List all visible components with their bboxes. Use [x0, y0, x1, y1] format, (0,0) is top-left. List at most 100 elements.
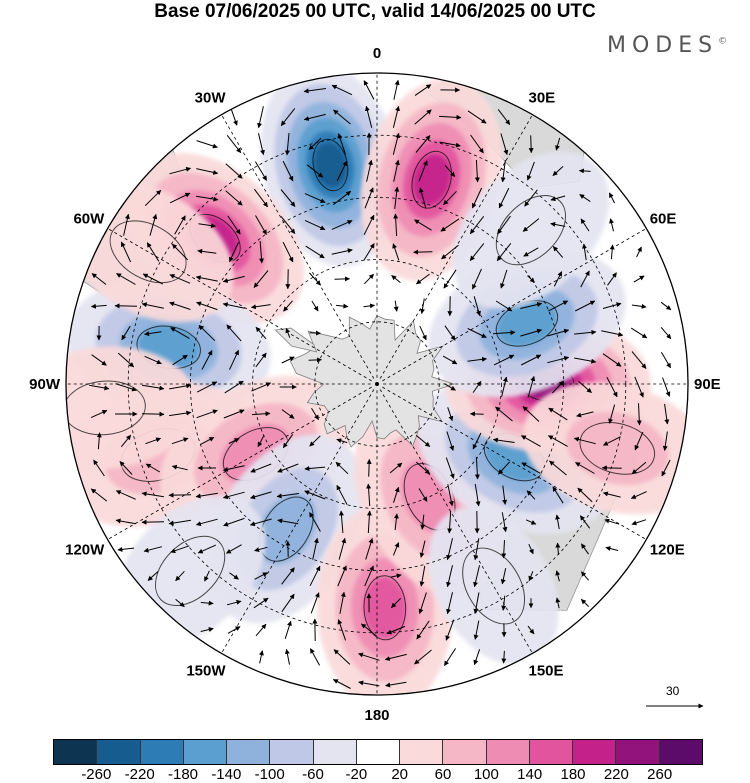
colorbar-swatch	[443, 740, 487, 764]
wind-vector	[631, 303, 647, 309]
wind-vector	[145, 437, 162, 445]
wind-vector	[609, 244, 615, 260]
longitude-label: 90W	[29, 376, 61, 393]
wind-vector	[339, 591, 346, 614]
wind-vector	[520, 328, 543, 337]
wind-vector	[253, 597, 269, 609]
wind-vector	[337, 133, 346, 155]
wind-vector	[419, 540, 426, 558]
south-pole-marker	[375, 382, 379, 386]
wind-vector	[366, 483, 372, 507]
longitude-label: 120E	[650, 542, 685, 559]
wind-vector	[223, 517, 245, 527]
wind-vector	[332, 679, 351, 689]
wind-vector	[196, 140, 218, 149]
wind-vector	[115, 490, 136, 500]
colorbar-swatch	[616, 740, 660, 764]
wind-vector	[523, 247, 539, 257]
meridian	[382, 225, 652, 382]
wind-vector	[310, 592, 320, 614]
wind-vector	[634, 376, 644, 398]
wind-vector	[552, 246, 564, 258]
wind-vector	[169, 166, 192, 175]
wind-vector	[338, 537, 347, 560]
wind-vector	[548, 300, 569, 312]
wind-vector	[144, 355, 162, 365]
wind-vector	[223, 409, 245, 419]
wind-vector	[200, 600, 214, 606]
colorbar-swatch	[400, 740, 444, 764]
wind-vector	[631, 519, 647, 526]
wind-vector	[527, 625, 535, 635]
wind-vector	[169, 192, 191, 204]
wind-vector	[144, 189, 162, 207]
wind-vector	[258, 650, 264, 664]
wind-vector	[196, 195, 219, 202]
wind-vector	[331, 220, 353, 230]
wind-vector	[416, 620, 430, 640]
wind-vector	[392, 132, 401, 155]
wind-vector	[495, 300, 513, 312]
wind-vector	[520, 354, 542, 366]
wind-vector	[633, 275, 645, 283]
colorbar-swatch	[486, 740, 530, 764]
wind-vector	[601, 330, 624, 337]
wind-vector	[447, 510, 453, 534]
wind-vector	[602, 302, 622, 309]
wind-vector	[418, 592, 427, 614]
wind-vector	[308, 138, 322, 150]
meridian	[102, 386, 372, 543]
wind-vector	[500, 133, 509, 156]
wind-vector	[115, 518, 136, 525]
wind-vector	[363, 303, 375, 309]
meridian	[218, 109, 375, 379]
meridian	[218, 389, 375, 659]
wind-vector	[474, 159, 480, 183]
wind-vector	[662, 431, 668, 451]
wind-vector	[608, 404, 616, 424]
wind-vector	[574, 329, 597, 335]
wind-vector	[338, 510, 344, 534]
meridian	[102, 225, 372, 382]
colorbar-tick-label: -20	[345, 766, 368, 783]
wind-vector	[438, 114, 462, 120]
wind-vector	[414, 219, 432, 231]
colorbar-swatch	[140, 740, 184, 764]
wind-vector	[366, 510, 372, 534]
wind-vector	[634, 431, 644, 451]
wind-vector	[472, 380, 482, 393]
wind-vector	[389, 462, 403, 474]
wind-vector	[277, 518, 299, 525]
wind-vector	[282, 434, 294, 449]
map-disc	[66, 73, 688, 695]
wind-vector	[281, 356, 295, 364]
wind-vector	[575, 462, 595, 474]
wind-vector	[364, 187, 374, 209]
wind-vector	[467, 110, 487, 124]
wind-vector	[500, 567, 507, 585]
wind-vector	[580, 270, 590, 288]
wind-vector	[420, 298, 425, 314]
wind-vector	[636, 403, 642, 426]
wind-vector	[250, 304, 271, 310]
wind-vector	[498, 461, 510, 475]
longitude-label: 60W	[73, 211, 105, 228]
colorbar-swatch	[227, 740, 271, 764]
wind-vector	[280, 216, 296, 234]
wind-vector	[473, 296, 481, 317]
wind-vector	[526, 161, 535, 181]
colorbar-labels: -260 -220 -180 -140 -100 -60 -20 20 60 100 140 180 2…	[53, 766, 703, 783]
wind-vector	[547, 435, 568, 447]
wind-vector	[224, 380, 244, 394]
antarctic-peninsula	[274, 327, 318, 353]
wind-vector	[303, 113, 326, 121]
wind-vector	[364, 273, 374, 285]
wind-vector	[281, 567, 295, 585]
colorbar-swatch	[356, 740, 401, 764]
wind-vector	[227, 215, 241, 235]
wind-vector	[197, 544, 217, 554]
wind-vector	[121, 325, 131, 341]
wind-vector	[446, 565, 453, 588]
wind-vector	[447, 407, 454, 422]
wind-vector	[142, 384, 165, 391]
